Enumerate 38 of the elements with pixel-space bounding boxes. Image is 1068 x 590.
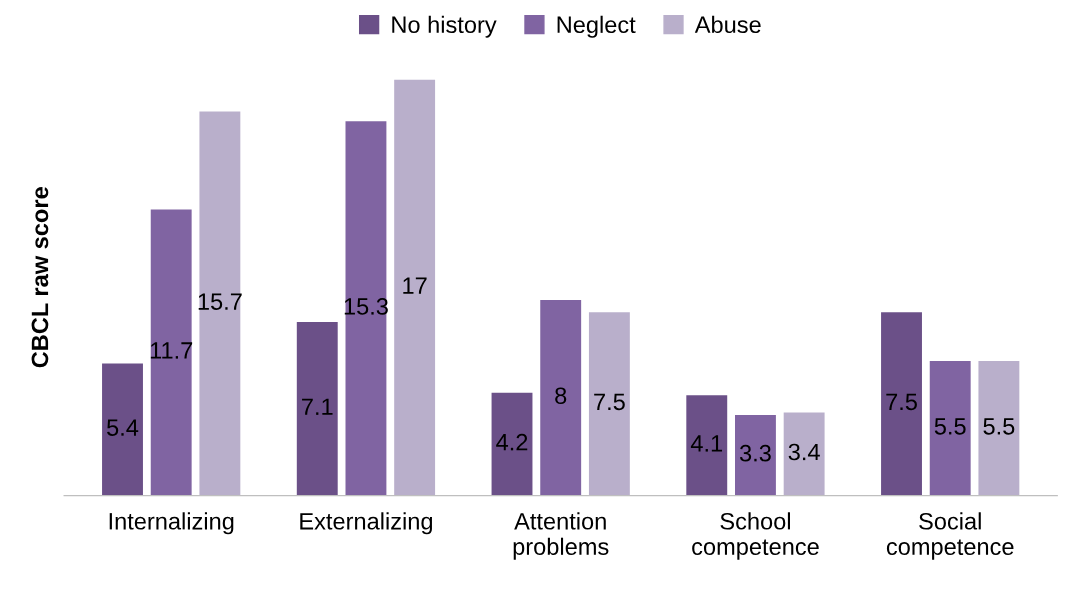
data-label: 11.7 (150, 342, 193, 359)
data-label: 5.4 (107, 419, 139, 436)
bar (783, 412, 825, 496)
bar (686, 395, 728, 496)
data-label: 15.7 (198, 293, 242, 310)
legend-label: No history (392, 15, 497, 38)
legend-label: Neglect (557, 15, 636, 38)
x-tick-label: Social competence (886, 512, 1014, 560)
data-label: 7.1 (302, 398, 333, 415)
data-label: 7.5 (594, 393, 625, 411)
x-tick-label: Internalizing (109, 512, 234, 535)
data-label: 5.5 (983, 418, 1015, 435)
x-tick-label: Externalizing (300, 512, 433, 535)
data-label: 3.3 (739, 444, 771, 462)
bar (881, 312, 922, 496)
data-label: 8 (555, 387, 567, 405)
bar (102, 363, 143, 496)
x-tick-label: School competence (692, 512, 819, 560)
bar (735, 414, 776, 496)
bar (588, 312, 630, 496)
bar (978, 361, 1020, 496)
bar (150, 209, 192, 496)
data-label: 7.5 (886, 393, 917, 411)
legend-label: Abuse (694, 15, 761, 34)
bar (540, 299, 582, 496)
bar (491, 392, 533, 496)
x-tick-label: Attention problems (513, 512, 609, 560)
data-label: 3.4 (788, 443, 820, 461)
y-axis-title: CBCL raw score (31, 187, 49, 368)
data-label: 5.5 (934, 418, 966, 435)
data-label: 17 (403, 277, 427, 294)
bar (199, 111, 241, 496)
bar (296, 321, 338, 496)
bar (394, 79, 436, 496)
bar (345, 121, 387, 496)
data-label: 4.2 (496, 433, 528, 451)
bar (929, 361, 971, 496)
data-label: 4.1 (690, 435, 723, 452)
